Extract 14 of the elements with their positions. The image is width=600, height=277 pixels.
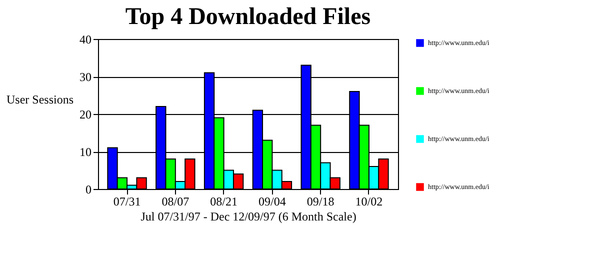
x-tick-label: 10/02 [355, 194, 383, 208]
y-tick-label: 20 [80, 108, 92, 122]
y-tick-label: 30 [80, 70, 92, 84]
y-tick-label: 10 [80, 145, 92, 159]
x-tick-label: 09/04 [258, 194, 286, 208]
x-tick-label: 08/21 [210, 194, 238, 208]
x-axis-title: Jul 07/31/97 - Dec 12/09/97 (6 Month Scale) [140, 210, 356, 224]
x-tick-label: 07/31 [113, 194, 141, 208]
x-tick-label: 08/07 [162, 194, 190, 208]
y-tick-label: 0 [86, 182, 92, 196]
x-tick-label: 09/18 [306, 194, 334, 208]
y-tick-label: 40 [80, 32, 92, 46]
chart-title: Top 4 Downloaded Files [125, 4, 371, 30]
y-axis-title: User Sessions [6, 92, 74, 106]
